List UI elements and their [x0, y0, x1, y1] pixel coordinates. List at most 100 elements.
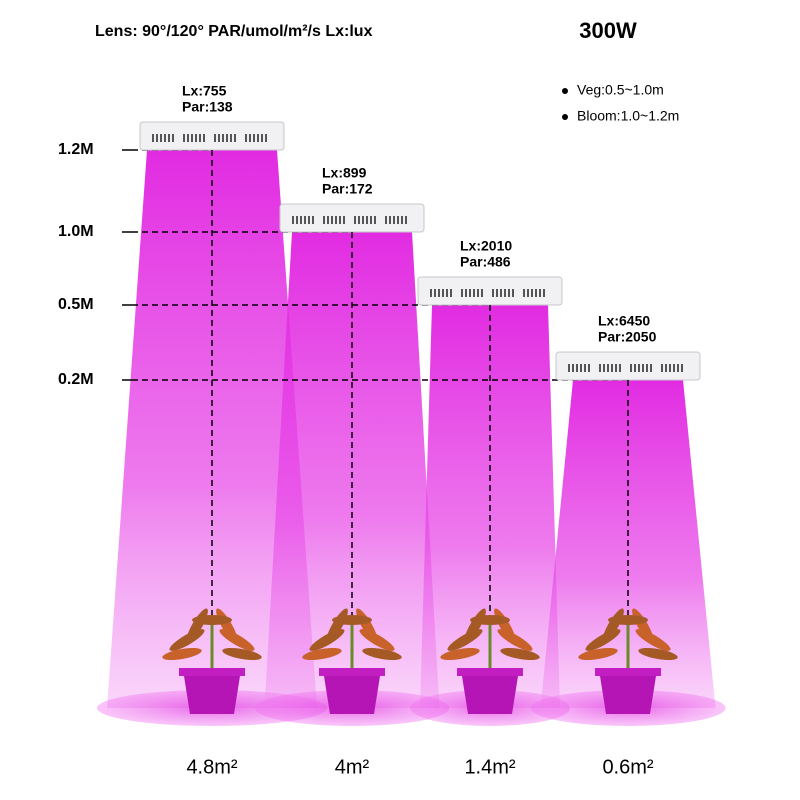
vent: [535, 289, 537, 297]
leaf: [192, 615, 232, 625]
vent: [465, 289, 467, 297]
vent: [187, 134, 189, 142]
par-label: Par:2050: [598, 329, 657, 345]
leaf: [638, 647, 678, 661]
vent: [234, 134, 236, 142]
lx-label: Lx:6450: [598, 313, 650, 329]
vent: [366, 216, 368, 224]
vent: [508, 289, 510, 297]
vent: [339, 216, 341, 224]
vent: [370, 216, 372, 224]
vent: [393, 216, 395, 224]
vent: [619, 364, 621, 372]
vent: [156, 134, 158, 142]
vent: [539, 289, 541, 297]
vent: [168, 134, 170, 142]
vent: [473, 289, 475, 297]
vent: [331, 216, 333, 224]
leaf: [362, 647, 402, 661]
vent: [374, 216, 376, 224]
vent: [634, 364, 636, 372]
pot-rim: [319, 668, 385, 676]
pot: [184, 676, 240, 714]
vent: [265, 134, 267, 142]
vent: [543, 289, 545, 297]
pot: [600, 676, 656, 714]
area-label: 0.6m²: [602, 756, 653, 778]
vent: [576, 364, 578, 372]
vent: [230, 134, 232, 142]
vent: [665, 364, 667, 372]
vent: [496, 289, 498, 297]
vent: [523, 289, 525, 297]
par-label: Par:138: [182, 99, 233, 115]
vent: [327, 216, 329, 224]
height-label: 0.2M: [58, 371, 94, 388]
vent: [500, 289, 502, 297]
area-label: 4m²: [335, 756, 370, 778]
power: 300W: [579, 18, 637, 43]
par-label: Par:172: [322, 181, 373, 197]
vent: [245, 134, 247, 142]
vent: [669, 364, 671, 372]
vent: [438, 289, 440, 297]
vent: [218, 134, 220, 142]
par-label: Par:486: [460, 254, 511, 270]
vent: [531, 289, 533, 297]
height-label: 1.2M: [58, 141, 94, 158]
vent: [199, 134, 201, 142]
vent: [222, 134, 224, 142]
vent: [397, 216, 399, 224]
vent: [442, 289, 444, 297]
vent: [446, 289, 448, 297]
vent: [611, 364, 613, 372]
vent: [681, 364, 683, 372]
vent: [512, 289, 514, 297]
vent: [362, 216, 364, 224]
light-beam: [264, 232, 440, 708]
leaf: [500, 647, 540, 661]
pot: [324, 676, 380, 714]
vent: [630, 364, 632, 372]
vent: [249, 134, 251, 142]
vent: [584, 364, 586, 372]
vent: [430, 289, 432, 297]
leaf: [222, 647, 262, 661]
vent: [481, 289, 483, 297]
vent: [195, 134, 197, 142]
leaf: [302, 647, 342, 661]
vent: [461, 289, 463, 297]
leaf: [162, 647, 202, 661]
area-label: 4.8m²: [186, 756, 237, 778]
vent: [203, 134, 205, 142]
vent: [477, 289, 479, 297]
vent: [568, 364, 570, 372]
vent: [191, 134, 193, 142]
vent: [354, 216, 356, 224]
vent: [300, 216, 302, 224]
vent: [312, 216, 314, 224]
vent: [401, 216, 403, 224]
legend-item: Bloom:1.0~1.2m: [577, 108, 679, 124]
leaf: [440, 647, 480, 661]
legend-item: Veg:0.5~1.0m: [577, 82, 664, 98]
light-beam: [107, 150, 317, 708]
vent: [261, 134, 263, 142]
vent: [389, 216, 391, 224]
bullet: [562, 114, 568, 120]
vent: [304, 216, 306, 224]
vent: [214, 134, 216, 142]
vent: [588, 364, 590, 372]
area-label: 1.4m²: [464, 756, 515, 778]
vent: [450, 289, 452, 297]
vent: [253, 134, 255, 142]
vent: [492, 289, 494, 297]
leaf: [470, 615, 510, 625]
specs: Lens: 90°/120° PAR/umol/m²/s Lx:lux: [95, 23, 373, 40]
vent: [323, 216, 325, 224]
vent: [296, 216, 298, 224]
vent: [673, 364, 675, 372]
vent: [226, 134, 228, 142]
vent: [335, 216, 337, 224]
